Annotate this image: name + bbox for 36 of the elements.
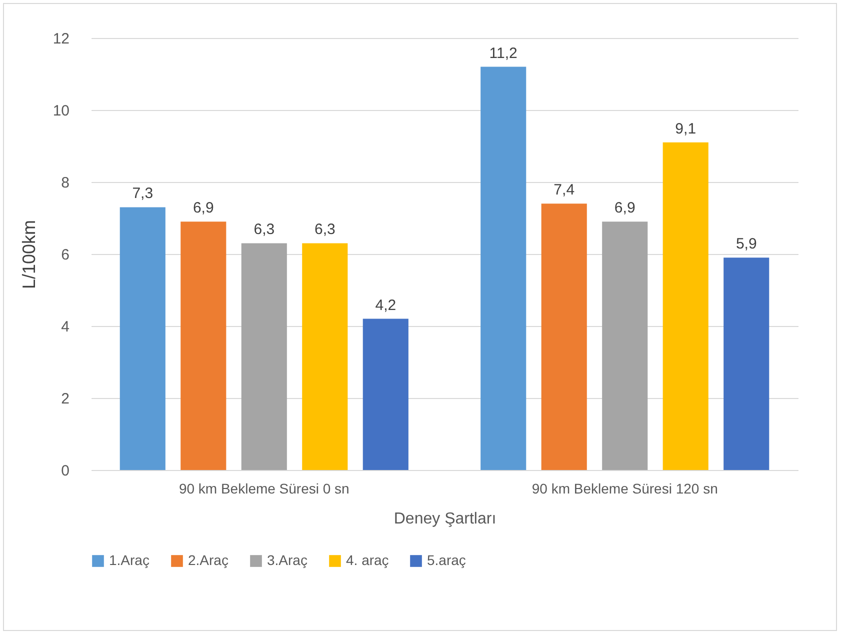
y-tick-label: 10 bbox=[52, 102, 70, 120]
x-tick-label: 90 km Bekleme Süresi 120 sn bbox=[532, 480, 718, 496]
y-tick-label: 8 bbox=[61, 174, 70, 192]
data-label: 7,4 bbox=[554, 182, 575, 199]
bar bbox=[662, 142, 708, 470]
y-tick-label: 4 bbox=[61, 318, 70, 336]
y-tick-label: 0 bbox=[61, 462, 70, 480]
legend-label: 5.araç bbox=[427, 552, 466, 568]
bar bbox=[362, 318, 408, 470]
legend-label: 3.Araç bbox=[267, 552, 308, 568]
data-label: 7,3 bbox=[132, 185, 154, 202]
data-label: 6,9 bbox=[614, 200, 636, 217]
bar bbox=[602, 222, 648, 470]
bar bbox=[541, 204, 587, 470]
legend-label: 1.Araç bbox=[109, 552, 150, 568]
legend-label: 2.Araç bbox=[188, 552, 228, 568]
bar bbox=[180, 222, 226, 470]
x-axis-title: Deney Şartları bbox=[394, 510, 496, 528]
data-label: 6,3 bbox=[314, 221, 336, 238]
data-label: 5,9 bbox=[736, 236, 757, 253]
bar bbox=[120, 207, 166, 470]
y-tick-label: 2 bbox=[61, 390, 70, 408]
data-label: 6,9 bbox=[192, 200, 214, 217]
bar bbox=[302, 243, 348, 470]
bar bbox=[724, 258, 770, 470]
data-label: 9,1 bbox=[675, 120, 696, 138]
y-tick-label: 12 bbox=[52, 30, 70, 48]
data-label: 4,2 bbox=[375, 296, 396, 314]
data-label: 6,3 bbox=[254, 221, 275, 238]
bar bbox=[241, 243, 287, 470]
y-axis-title: L/100km bbox=[18, 220, 39, 290]
x-tick-label: 90 km Bekleme Süresi 0 sn bbox=[178, 480, 350, 496]
data-label: 11,2 bbox=[489, 44, 518, 62]
bar bbox=[480, 66, 526, 470]
y-tick-label: 6 bbox=[61, 246, 70, 264]
legend-label: 4. araç bbox=[346, 552, 389, 568]
